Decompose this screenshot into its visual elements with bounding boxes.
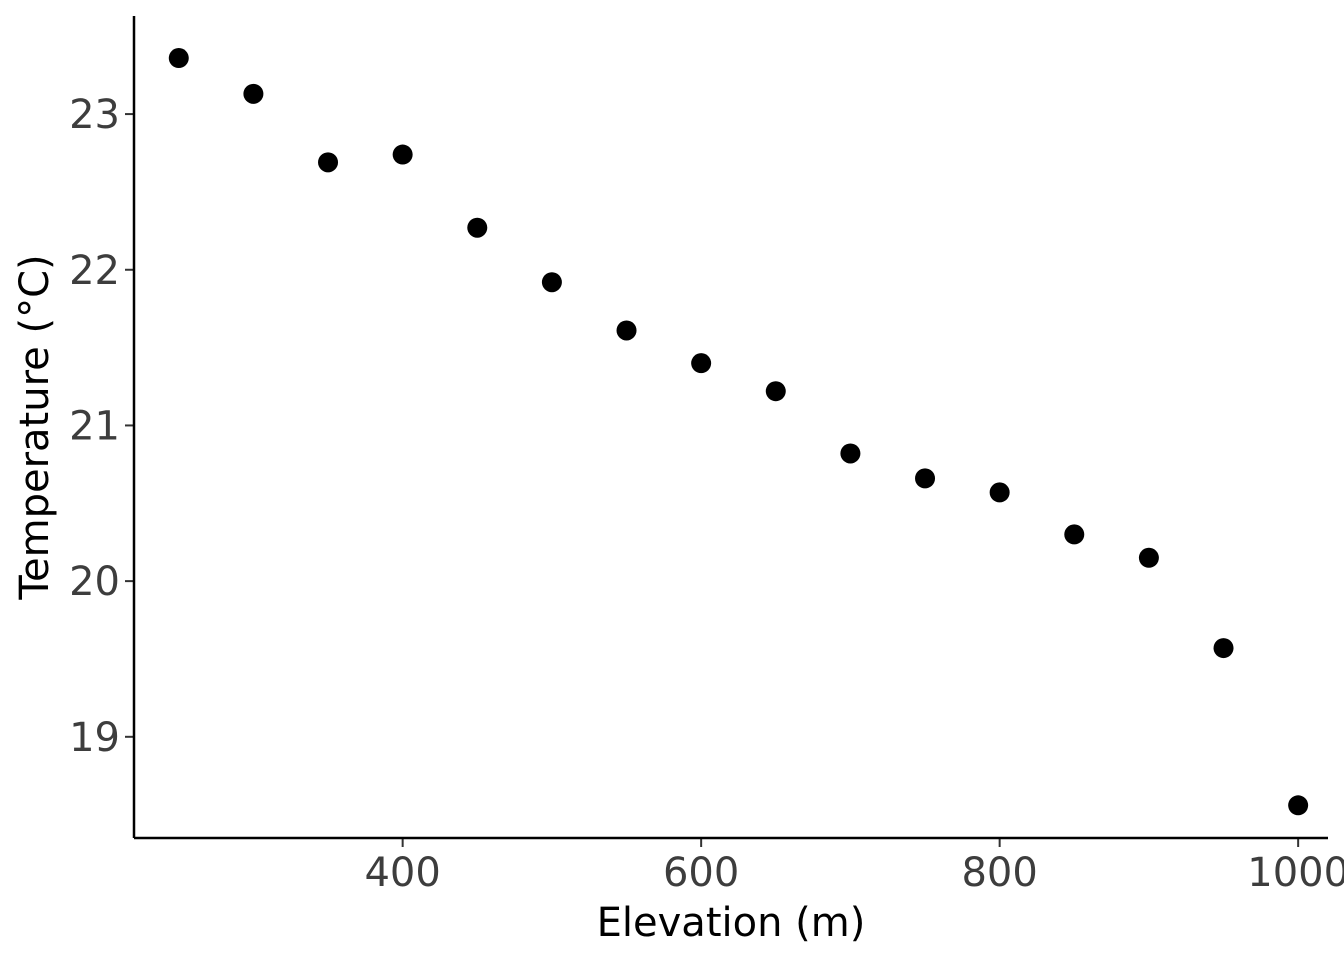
data-point (1064, 524, 1085, 545)
data-point (168, 48, 189, 69)
data-point (691, 353, 712, 374)
data-point (989, 482, 1010, 503)
x-tick-label: 600 (663, 850, 739, 896)
data-point (616, 320, 637, 341)
x-tick-label: 400 (364, 850, 440, 896)
data-point (765, 381, 786, 402)
x-tick-label: 1000 (1247, 850, 1344, 896)
data-point (318, 152, 339, 173)
x-tick-label: 800 (961, 850, 1037, 896)
data-point (392, 144, 413, 165)
y-tick-label: 23 (69, 92, 120, 138)
y-axis-title: Temperature (°C) (12, 254, 58, 600)
data-point (840, 443, 861, 464)
x-axis-ticks: 400 600 800 1000 (364, 838, 1344, 896)
data-point (1213, 638, 1234, 659)
data-point (467, 217, 488, 238)
y-tick-label: 19 (69, 715, 120, 761)
y-tick-label: 21 (69, 403, 120, 449)
data-point (915, 468, 936, 489)
data-point (243, 83, 264, 104)
data-point (541, 272, 562, 293)
x-axis-title: Elevation (m) (597, 900, 866, 946)
data-points (168, 48, 1309, 816)
y-axis-ticks: 19 20 21 22 23 (69, 92, 134, 761)
y-tick-label: 22 (69, 248, 120, 294)
data-point (1138, 547, 1159, 568)
data-point (1288, 795, 1309, 816)
y-tick-label: 20 (69, 559, 120, 605)
